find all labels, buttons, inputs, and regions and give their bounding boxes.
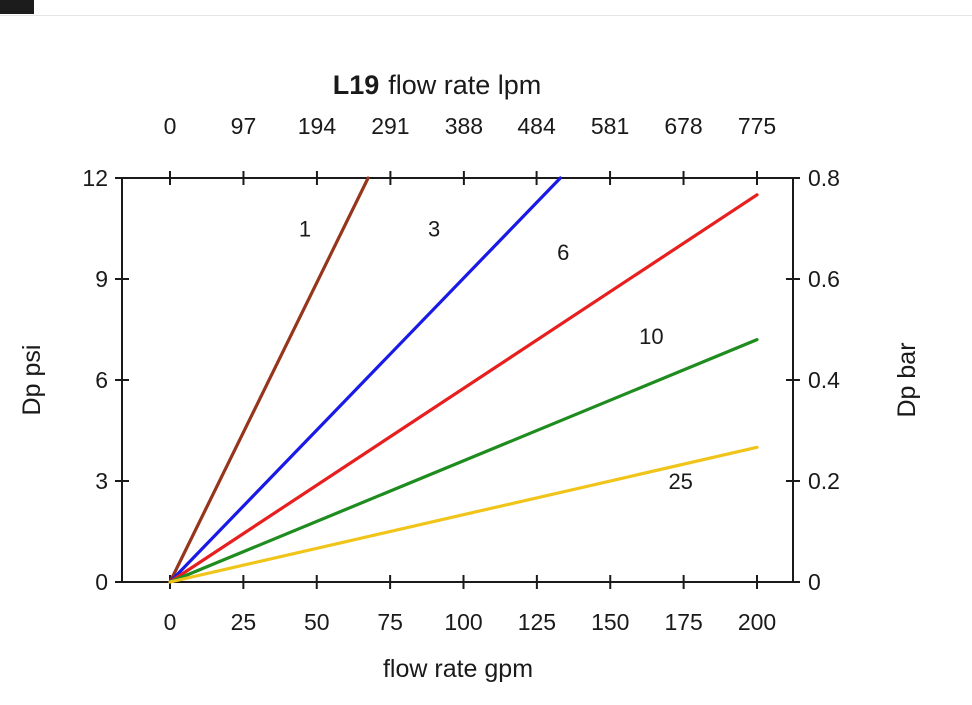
series-line-3 [168, 176, 562, 584]
tick-label-left: 0 [95, 569, 108, 595]
tick-label-top: 0 [164, 113, 177, 139]
tick-label-bottom: 0 [164, 609, 177, 635]
tick-label-top: 581 [591, 113, 629, 139]
series-line-10 [168, 338, 759, 584]
tick-label-bottom: 100 [444, 609, 482, 635]
tick-label-right: 0.2 [808, 468, 840, 494]
chart-title: L19 flow rate lpm [333, 70, 542, 100]
y-right-axis-title: Dp bar [893, 342, 921, 417]
y-left-axis-title: Dp psi [18, 345, 46, 416]
tick-label-right: 0 [808, 569, 821, 595]
series-label-1: 1 [299, 217, 311, 242]
tick-label-bottom: 200 [738, 609, 776, 635]
tick-label-top: 291 [371, 113, 409, 139]
series-label-6: 6 [557, 240, 569, 265]
window-top-hairline [0, 15, 972, 16]
series-line-25 [168, 445, 759, 584]
tick-label-top: 194 [298, 113, 337, 139]
tick-label-top: 678 [664, 113, 702, 139]
series-label-10: 10 [639, 324, 663, 349]
tick-label-left: 12 [82, 165, 108, 191]
tick-label-right: 0.4 [808, 367, 840, 393]
tick-label-bottom: 125 [518, 609, 556, 635]
tick-label-top: 484 [517, 113, 556, 139]
series-label-3: 3 [428, 217, 440, 242]
tick-label-bottom: 25 [231, 609, 257, 635]
tick-label-left: 3 [95, 468, 108, 494]
tick-label-right: 0.6 [808, 266, 840, 292]
tick-label-top: 388 [445, 113, 483, 139]
series-line-6 [168, 193, 759, 584]
tick-label-bottom: 50 [304, 609, 330, 635]
tick-label-right: 0.8 [808, 165, 840, 191]
tick-label-left: 9 [95, 266, 108, 292]
tick-label-left: 6 [95, 367, 108, 393]
tick-label-bottom: 75 [377, 609, 403, 635]
tick-label-top: 775 [738, 113, 776, 139]
tick-label-bottom: 175 [664, 609, 702, 635]
chart-title-model: L19 [333, 70, 380, 100]
series-label-25: 25 [668, 469, 692, 494]
window-corner-artifact [0, 0, 34, 14]
tick-label-bottom: 150 [591, 609, 629, 635]
tick-label-top: 97 [231, 113, 257, 139]
chart-title-units: flow rate lpm [388, 70, 541, 100]
x-axis-title: flow rate gpm [383, 655, 533, 683]
series-line-1 [168, 176, 370, 584]
